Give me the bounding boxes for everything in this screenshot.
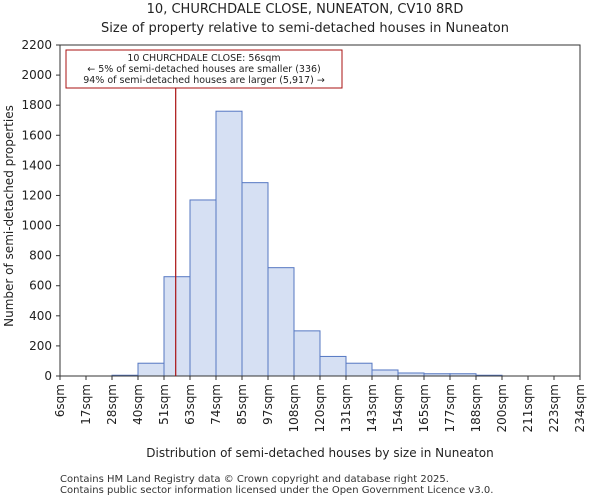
y-tick-label: 2200 — [21, 38, 52, 52]
x-tick-label: 17sqm — [79, 384, 93, 425]
footer-line-1: Contains HM Land Registry data © Crown c… — [60, 474, 449, 485]
x-tick-label: 200sqm — [495, 384, 509, 432]
y-tick-label: 0 — [44, 369, 52, 383]
x-tick-label: 63sqm — [183, 384, 197, 425]
x-tick-label: 131sqm — [339, 384, 353, 432]
bar-108sqm — [293, 330, 321, 377]
x-tick-label: 120sqm — [313, 384, 327, 432]
y-tick-label: 200 — [29, 339, 52, 353]
x-tick-label: 28sqm — [105, 384, 119, 425]
x-tick-label: 165sqm — [417, 384, 431, 432]
x-tick-label: 51sqm — [157, 384, 171, 425]
x-tick-label: 211sqm — [521, 384, 535, 432]
y-axis-ticks: 0 200 400 600 800 1000 1200 1400 1600 1800 2000 220… — [21, 38, 60, 383]
y-tick-label: 800 — [29, 249, 52, 263]
x-tick-label: 6sqm — [53, 384, 67, 417]
x-tick-label: 85sqm — [235, 384, 249, 425]
annotation-box: 10 CHURCHDALE CLOSE: 56sqm ← 5% of semi-… — [65, 49, 343, 89]
x-tick-label: 188sqm — [469, 384, 483, 432]
footer-line-2: Contains public sector information licen… — [60, 485, 494, 496]
annotation-border — [65, 49, 343, 89]
y-tick-label: 600 — [29, 279, 52, 293]
x-tick-label: 223sqm — [547, 384, 561, 432]
y-tick-label: 1000 — [21, 219, 52, 233]
y-tick-label: 1200 — [21, 188, 52, 202]
bar-97sqm — [267, 267, 295, 377]
bar-120sqm — [319, 355, 347, 377]
x-tick-label: 154sqm — [391, 384, 405, 432]
annotation-line-3: 94% of semi-detached houses are larger (… — [83, 75, 325, 86]
x-tick-label: 108sqm — [287, 384, 301, 432]
plot-frame — [59, 44, 581, 377]
y-tick-label: 400 — [29, 309, 52, 323]
y-tick-label: 1600 — [21, 128, 52, 142]
x-axis-ticks: 6sqm 17sqm 28sqm 40sqm 51sqm 63sqm 74sqm 85sqm 9… — [53, 376, 587, 432]
x-tick-label: 143sqm — [365, 384, 379, 432]
y-tick-label: 1800 — [21, 98, 52, 112]
bar-143sqm — [371, 369, 399, 377]
annotation-line-2: ← 5% of semi-detached houses are smaller… — [87, 64, 321, 75]
x-tick-label: 97sqm — [261, 384, 275, 425]
bar-131sqm — [345, 362, 373, 377]
x-tick-label: 234sqm — [573, 384, 587, 432]
x-tick-label: 40sqm — [131, 384, 145, 425]
bars-group — [111, 110, 503, 377]
x-tick-label: 177sqm — [443, 384, 457, 432]
annotation-line-1: 10 CHURCHDALE CLOSE: 56sqm — [127, 53, 280, 64]
bar-63sqm — [189, 199, 217, 377]
bar-74sqm — [215, 110, 243, 377]
bar-40sqm — [137, 362, 165, 377]
y-tick-label: 2000 — [21, 68, 52, 82]
chart-title: 10, CHURCHDALE CLOSE, NUNEATON, CV10 8RD — [147, 2, 464, 17]
y-axis-label: Number of semi-detached properties — [2, 105, 16, 327]
x-tick-label: 74sqm — [209, 384, 223, 425]
bar-85sqm — [241, 182, 269, 377]
x-axis-label: Distribution of semi-detached houses by … — [146, 446, 493, 460]
chart-subtitle: Size of property relative to semi-detach… — [101, 21, 509, 36]
y-tick-label: 1400 — [21, 158, 52, 172]
bar-51sqm — [163, 276, 191, 377]
